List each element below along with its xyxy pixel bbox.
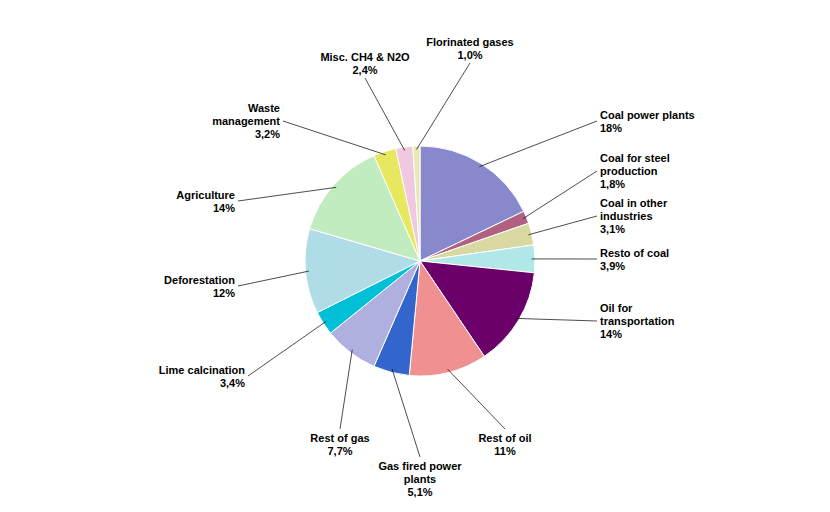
svg-text:Coal in otherindustries3,1%: Coal in otherindustries3,1% <box>600 197 668 235</box>
svg-text:Oil fortransportation14%: Oil fortransportation14% <box>600 302 675 340</box>
svg-text:Rest of oil11%: Rest of oil11% <box>478 432 531 457</box>
svg-text:Florinated gases1,0%: Florinated gases1,0% <box>426 36 513 61</box>
svg-text:Coal power plants18%: Coal power plants18% <box>600 109 695 134</box>
svg-text:Coal for steelproduction1,8%: Coal for steelproduction1,8% <box>600 152 670 190</box>
svg-text:Resto of coal3,9%: Resto of coal3,9% <box>600 247 669 272</box>
svg-text:Lime calcination3,4%: Lime calcination3,4% <box>159 364 245 389</box>
svg-text:Agriculture14%: Agriculture14% <box>176 189 235 214</box>
svg-text:Deforestation12%: Deforestation12% <box>164 274 235 299</box>
svg-text:Rest of gas7,7%: Rest of gas7,7% <box>310 432 369 457</box>
svg-text:Wastemanagement3,2%: Wastemanagement3,2% <box>212 102 280 140</box>
svg-text:Gas fired powerplants5,1%: Gas fired powerplants5,1% <box>378 460 462 498</box>
svg-text:Misc. CH4 & N2O2,4%: Misc. CH4 & N2O2,4% <box>320 51 410 76</box>
